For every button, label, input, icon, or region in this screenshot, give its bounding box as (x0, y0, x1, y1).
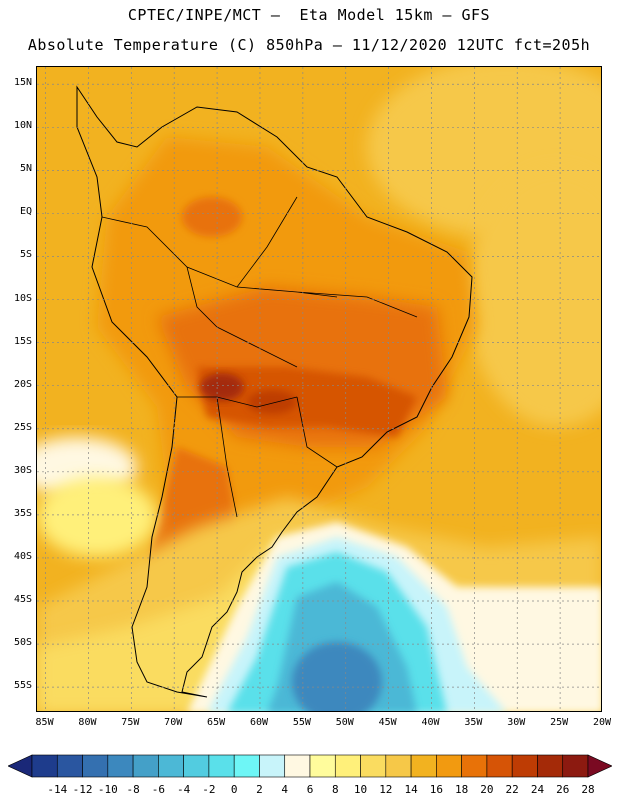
colorbar-cell (486, 754, 513, 778)
lat-label: 50S (13, 637, 32, 649)
lat-label: 15N (13, 77, 32, 89)
lat-label: 30S (13, 464, 32, 476)
colorbar-cell (562, 754, 589, 778)
lat-label: 25S (13, 421, 32, 433)
colorbar-label: -6 (151, 783, 165, 796)
colorbar-label: -2 (202, 783, 216, 796)
lon-label: 75W (121, 717, 140, 728)
lon-label: 55W (292, 717, 311, 728)
lon-label: 40W (421, 717, 440, 728)
colorbar-label: 0 (230, 783, 238, 796)
colorbar-label: 26 (556, 783, 570, 796)
graticule (37, 67, 601, 711)
lat-label: 35S (13, 507, 32, 519)
colorbar-label: -10 (97, 783, 118, 796)
map-title-line2: Absolute Temperature (C) 850hPa – 11/12/… (27, 36, 591, 54)
lon-label: 60W (249, 717, 268, 728)
colorbar-over-triangle (587, 754, 612, 778)
colorbar-label: 2 (256, 783, 263, 796)
colorbar-cell (31, 754, 58, 778)
lat-label: 5S (19, 249, 32, 261)
colorbar-under-triangle (8, 754, 33, 778)
lat-label: 45S (13, 594, 32, 606)
colorbar-label: 6 (306, 783, 314, 796)
lat-label: EQ (19, 206, 32, 218)
colorbar-cell (360, 754, 387, 778)
colorbar-cell (511, 754, 538, 778)
lon-label: 30W (507, 717, 526, 728)
lon-label: 50W (335, 717, 354, 728)
lat-label: 10N (13, 120, 32, 132)
colorbar-cell (82, 754, 109, 778)
colorbar-cell (410, 754, 437, 778)
colorbar-cell (208, 754, 235, 778)
colorbar-cell (537, 754, 564, 778)
colorbar-cell (284, 754, 311, 778)
colorbar-label: 12 (379, 783, 393, 796)
colorbar-label: -14 (47, 783, 68, 796)
lat-label: 15S (13, 335, 32, 347)
lat-label: 40S (13, 550, 32, 562)
lon-label: 80W (78, 717, 97, 728)
colorbar-label: 24 (530, 783, 545, 796)
temperature-field (37, 67, 601, 711)
colorbar-label: 10 (353, 783, 368, 796)
map-title-line1: CPTEC/INPE/MCT – Eta Model 15km – GFS (127, 6, 491, 24)
coastline (76, 85, 473, 698)
colorbar-cell (132, 754, 159, 778)
colorbar-label: -4 (177, 783, 191, 796)
colorbar-cell (309, 754, 336, 778)
lat-label: 10S (13, 292, 32, 304)
colorbar-label: -12 (72, 783, 93, 796)
colorbar-label: 18 (455, 783, 469, 796)
color-bar (8, 754, 612, 778)
lon-label: 20W (592, 717, 612, 728)
colorbar-cell (107, 754, 134, 778)
colorbar-label: 4 (281, 783, 289, 796)
colorbar-cell (158, 754, 184, 778)
colorbar-label: 28 (581, 783, 595, 796)
colorbar-cell (385, 754, 412, 778)
colorbar-cell (233, 754, 260, 778)
colorbar-cell (183, 754, 210, 778)
lon-label: 25W (550, 717, 569, 728)
colorbar-label: 8 (331, 783, 339, 796)
colorbar-label: 20 (480, 783, 494, 796)
lat-label: 20S (13, 378, 32, 390)
colorbar-cell (436, 754, 462, 778)
lat-label: 5N (19, 163, 32, 175)
colorbar-cell (259, 754, 286, 778)
lon-label: 85W (35, 717, 54, 728)
colorbar-cell (461, 754, 488, 778)
lon-label: 45W (378, 717, 397, 728)
colorbar-cell (334, 754, 361, 778)
temperature-map[interactable] (36, 66, 602, 712)
colorbar-label: 14 (404, 783, 418, 796)
colorbar-label: -8 (126, 783, 140, 796)
lon-label: 65W (207, 717, 226, 728)
lon-label: 35W (464, 717, 483, 728)
lat-label: 55S (13, 680, 32, 692)
colorbar-label: 16 (429, 783, 443, 796)
colorbar-label: 22 (505, 783, 519, 796)
lon-label: 70W (164, 717, 183, 728)
colorbar-cell (56, 754, 83, 778)
